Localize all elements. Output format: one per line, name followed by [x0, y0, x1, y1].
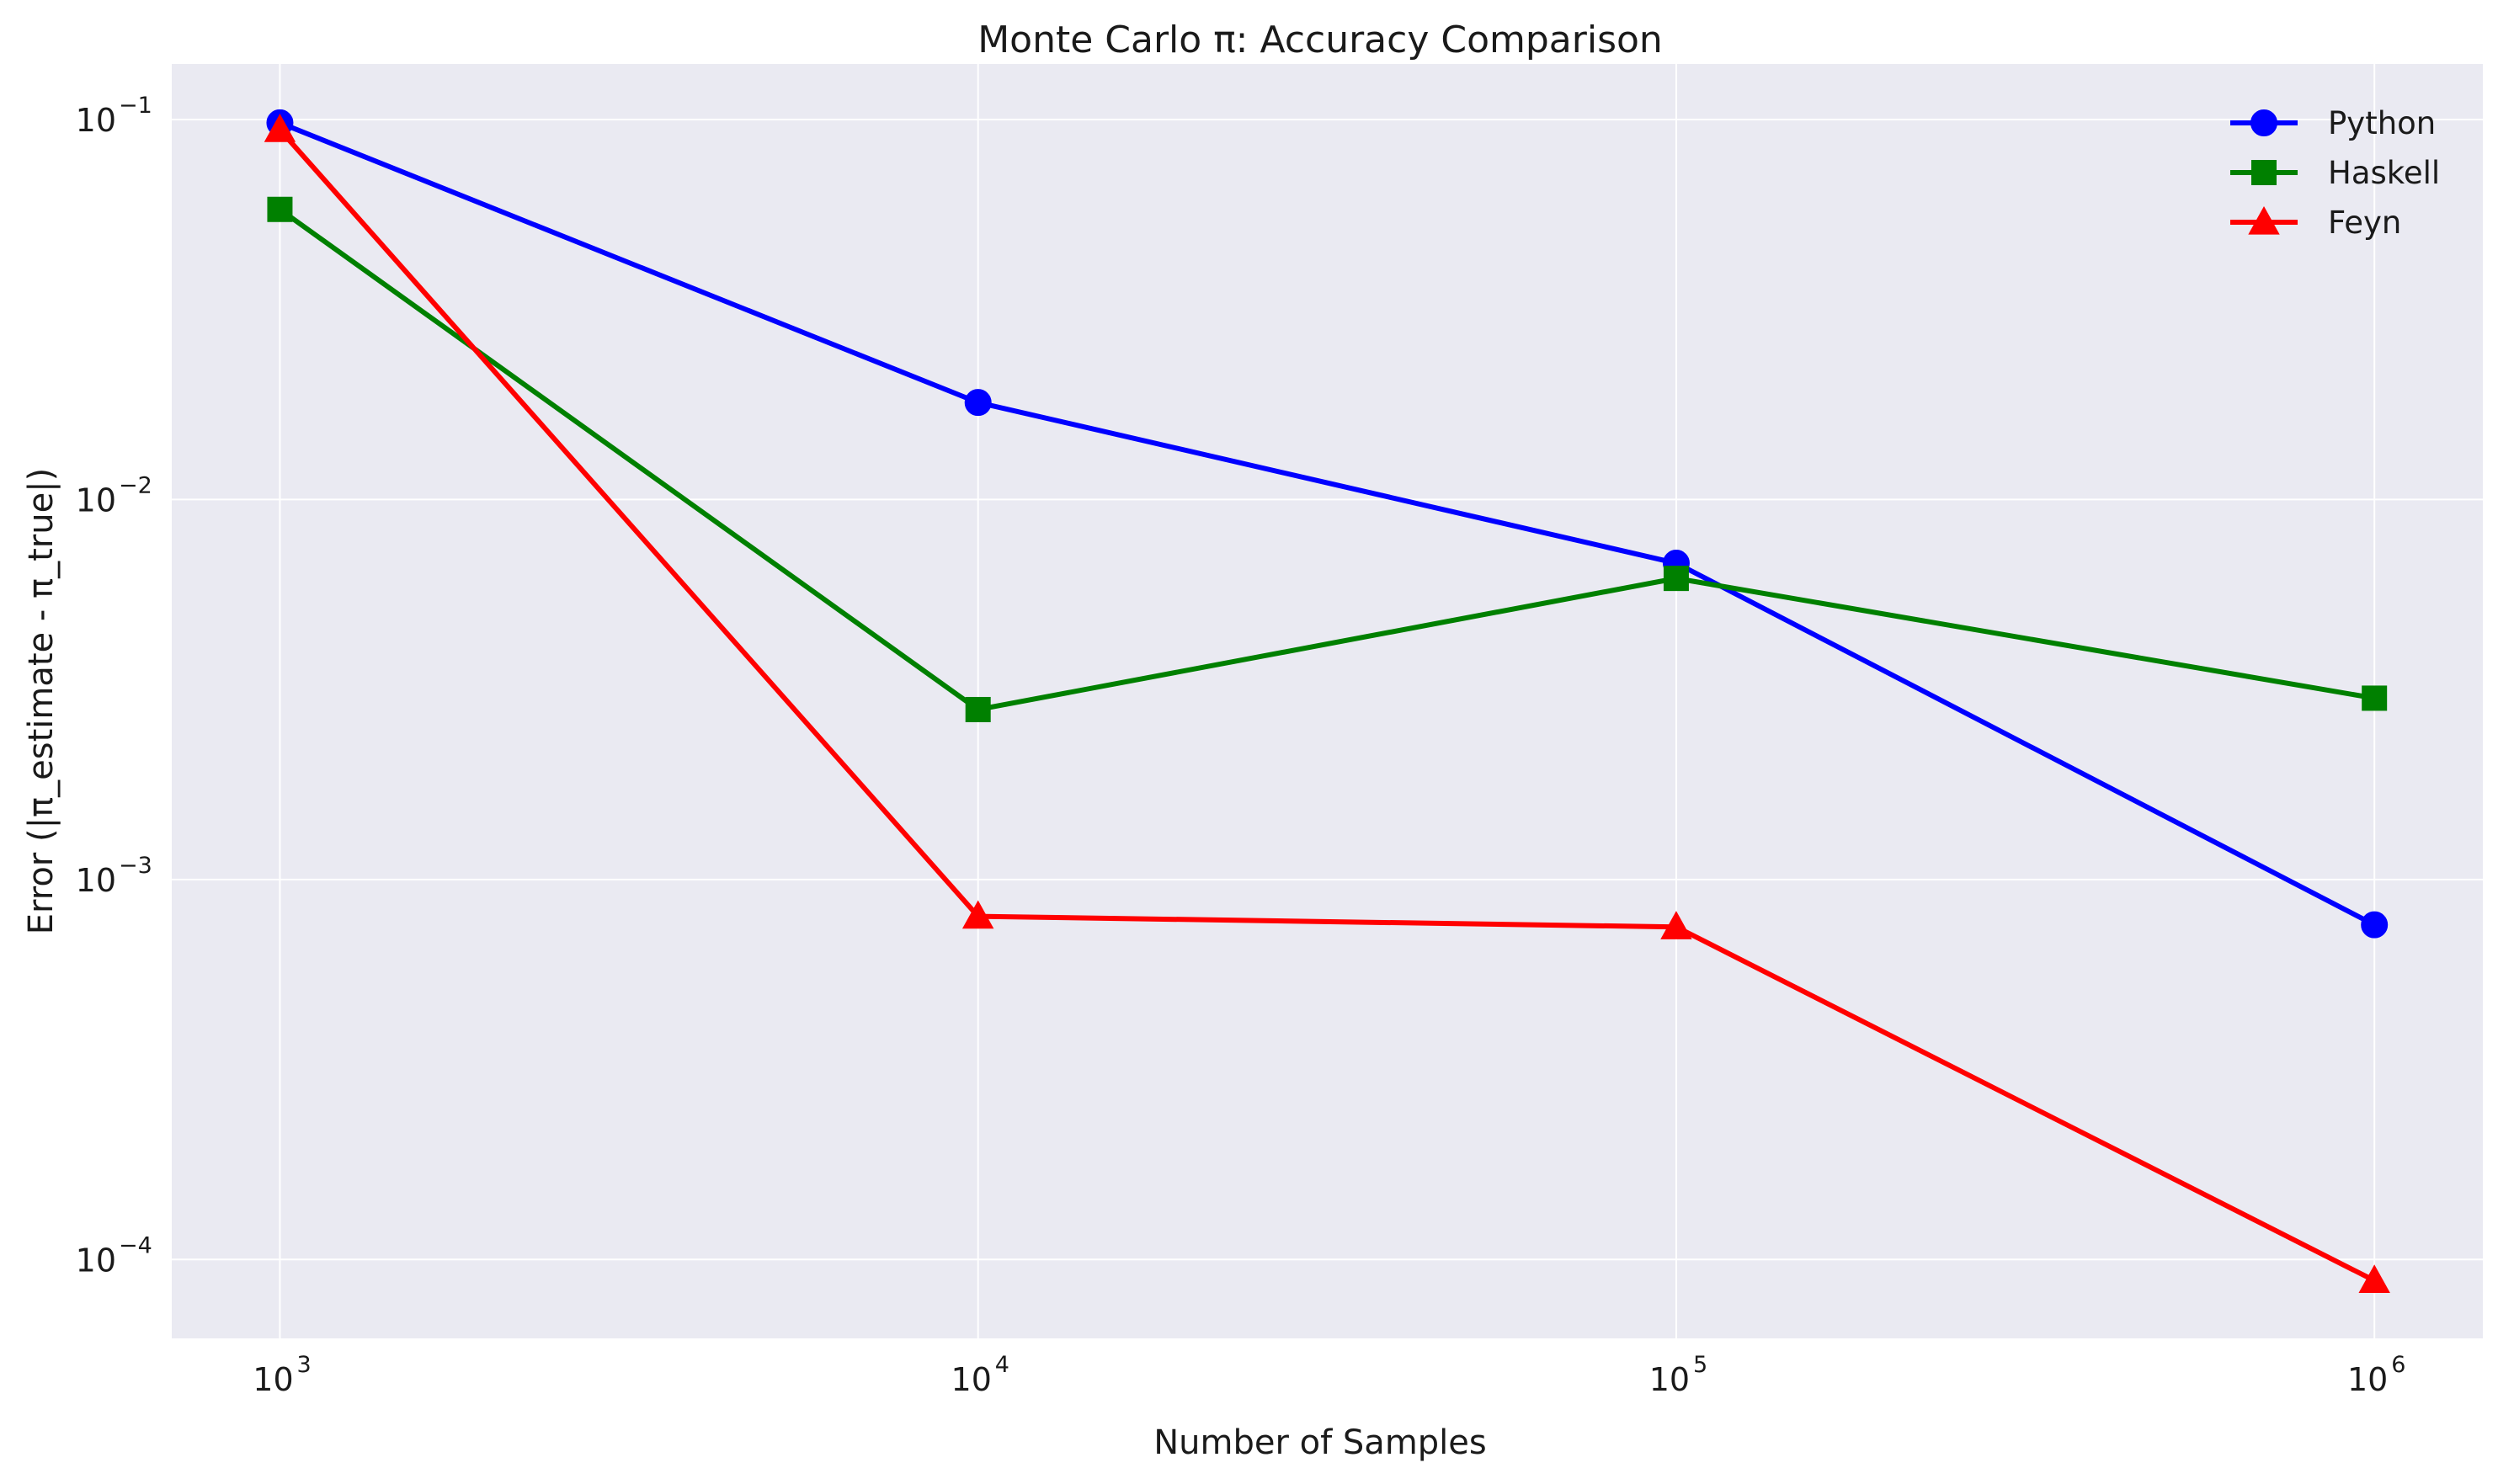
data-point-python: [964, 389, 992, 417]
data-point-feyn: [264, 114, 296, 142]
series-feyn: [264, 114, 2390, 1293]
data-point-haskell: [2362, 685, 2388, 711]
y-tick-exponent: −2: [119, 472, 152, 498]
legend-item-haskell: Haskell: [2230, 155, 2440, 191]
grid-lines: [172, 64, 2483, 1338]
legend-marker: [2250, 109, 2277, 136]
data-point-haskell: [965, 696, 991, 722]
legend-label: Python: [2328, 105, 2436, 141]
y-tick-base: 10: [76, 102, 116, 139]
x-tick-exponent: 3: [296, 1352, 311, 1378]
x-tick-label: 10 6: [2347, 1352, 2405, 1398]
legend-label: Haskell: [2328, 155, 2440, 191]
y-tick-base: 10: [76, 481, 116, 519]
series-line-feyn: [278, 128, 2376, 1284]
y-tick-exponent: −1: [119, 93, 152, 119]
plot-area: [172, 64, 2483, 1338]
y-tick-label: 10 −1: [76, 93, 152, 139]
x-tick-base: 10: [253, 1361, 293, 1398]
legend-item-python: Python: [2230, 105, 2436, 141]
x-tick-label: 10 4: [951, 1352, 1009, 1398]
series-layer: [264, 109, 2390, 1293]
legend-label: Feyn: [2328, 205, 2401, 241]
data-point-haskell: [267, 196, 293, 222]
x-tick-base: 10: [2347, 1361, 2388, 1398]
y-tick-label: 10 −4: [76, 1232, 152, 1279]
x-tick-exponent: 4: [995, 1352, 1009, 1378]
y-tick-exponent: −3: [119, 853, 152, 879]
y-axis-label: Error (|π_estimate - π_true|): [22, 468, 61, 935]
series-haskell: [267, 196, 2388, 722]
series-line-haskell: [278, 207, 2375, 712]
x-tick-label: 10 5: [1649, 1352, 1707, 1398]
x-tick-exponent: 5: [1693, 1352, 1707, 1378]
y-tick-base: 10: [76, 862, 116, 899]
data-point-feyn: [2358, 1264, 2390, 1293]
series-line-python: [279, 120, 2376, 928]
data-point-feyn: [961, 900, 994, 929]
y-tick-label: 10 −3: [76, 853, 152, 899]
axis-ticks: 10 3 10 4 10 5 10 610 −110 −210 −310 −4: [76, 93, 2406, 1398]
x-tick-base: 10: [1649, 1361, 1690, 1398]
y-tick-base: 10: [76, 1242, 116, 1279]
x-tick-base: 10: [951, 1361, 992, 1398]
legend: Python Haskell Feyn: [2230, 105, 2440, 241]
chart-title: Monte Carlo π: Accuracy Comparison: [977, 19, 1663, 61]
legend-marker: [2248, 205, 2280, 235]
y-tick-exponent: −4: [119, 1232, 152, 1258]
legend-marker: [2251, 160, 2277, 185]
x-tick-exponent: 6: [2391, 1352, 2405, 1378]
x-axis-label: Number of Samples: [1153, 1423, 1487, 1462]
y-tick-label: 10 −2: [76, 472, 152, 519]
data-point-haskell: [1663, 566, 1689, 592]
legend-item-feyn: Feyn: [2230, 205, 2401, 241]
x-tick-label: 10 3: [253, 1352, 311, 1398]
data-point-python: [2361, 911, 2389, 939]
data-point-feyn: [1660, 911, 1692, 939]
